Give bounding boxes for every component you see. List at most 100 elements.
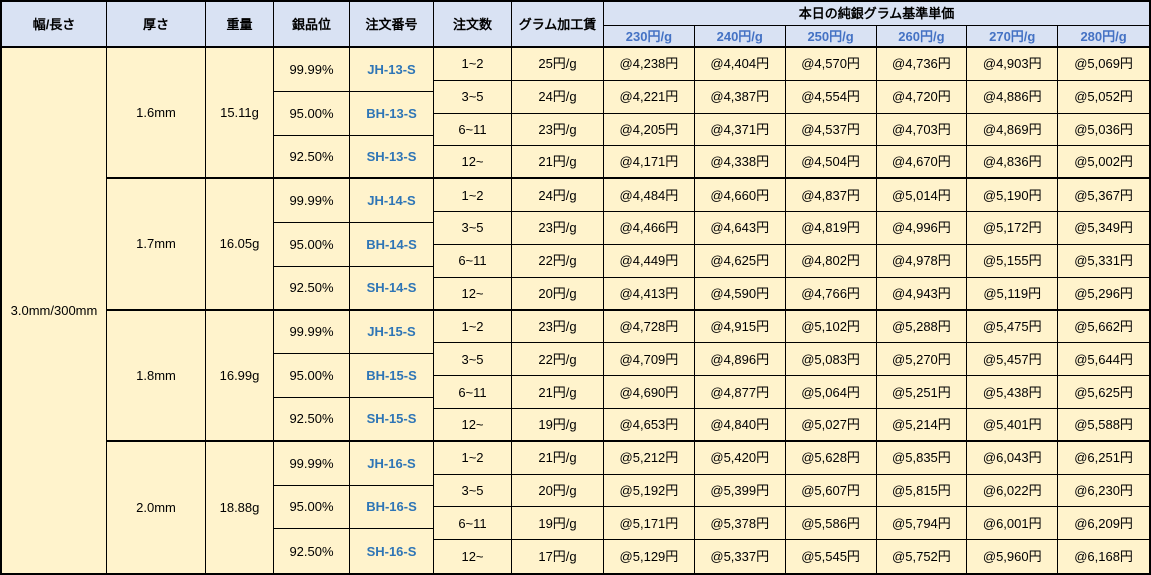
price-cell: @4,171円 [604,146,695,180]
price-cell: @4,221円 [604,80,695,114]
price-cell: @5,102円 [785,310,877,344]
qty-cell: 3~5 [434,474,512,508]
price-cell: @5,337円 [694,540,786,573]
price-cell: @5,052円 [1058,80,1149,114]
price-cell: @6,209円 [1058,507,1149,541]
price-cell: @4,703円 [876,113,968,147]
weight-cell: 18.88g [206,441,274,573]
price-cell: @4,728円 [604,310,695,344]
order-number-link[interactable]: BH-13-S [350,91,434,136]
fee-cell: 22円/g [512,343,604,377]
order-number-link[interactable]: SH-16-S [350,529,434,573]
thickness-cell: 1.6mm [107,48,206,180]
weight-cell: 15.11g [206,48,274,180]
price-cell: @5,401円 [967,408,1059,442]
price-cell: @5,172円 [967,212,1059,245]
grade-cell: 92.50% [274,266,350,311]
fee-cell: 22円/g [512,244,604,278]
qty-cell: 3~5 [434,80,512,114]
width-length-cell: 3.0mm/300mm [2,48,107,573]
price-cell: @4,537円 [785,113,877,147]
order-number-link[interactable]: JH-15-S [350,310,434,355]
grade-cell: 92.50% [274,529,350,573]
weight-cell: 16.99g [206,310,274,442]
price-cell: @4,413円 [604,277,695,311]
price-cell: @5,014円 [876,179,968,213]
price-cell: @5,378円 [694,507,786,541]
price-cell: @4,915円 [694,310,786,344]
col-header-order-no: 注文番号 [350,2,434,48]
qty-cell: 1~2 [434,48,512,81]
grade-cell: 99.99% [274,441,350,486]
price-cell: @4,766円 [785,277,877,311]
price-cell: @5,399円 [694,474,786,508]
price-cell: @6,022円 [967,474,1059,508]
order-number-link[interactable]: BH-15-S [350,354,434,398]
price-cell: @6,230円 [1058,474,1149,508]
price-tier-header: 270円/g [967,26,1059,48]
price-cell: @5,069円 [1058,48,1149,81]
fee-cell: 21円/g [512,146,604,180]
fee-cell: 23円/g [512,212,604,245]
qty-cell: 6~11 [434,507,512,541]
price-tier-header: 250円/g [785,26,877,48]
order-number-link[interactable]: SH-13-S [350,135,434,180]
price-cell: @5,027円 [785,408,877,442]
price-cell: @4,903円 [967,48,1059,81]
price-cell: @4,670円 [876,146,968,180]
price-cell: @5,155円 [967,244,1059,278]
col-header-thickness: 厚さ [107,2,206,48]
price-cell: @4,943円 [876,277,968,311]
price-tier-header: 280円/g [1058,26,1149,48]
price-cell: @4,836円 [967,146,1059,180]
price-cell: @6,043円 [967,441,1059,475]
price-cell: @5,420円 [694,441,786,475]
price-cell: @5,475円 [967,310,1059,344]
qty-cell: 12~ [434,540,512,573]
price-cell: @4,238円 [604,48,695,81]
price-cell: @5,545円 [785,540,877,573]
price-cell: @5,367円 [1058,179,1149,213]
price-cell: @4,869円 [967,113,1059,147]
price-cell: @4,802円 [785,244,877,278]
price-cell: @5,064円 [785,376,877,409]
price-cell: @5,588円 [1058,408,1149,442]
price-cell: @6,001円 [967,507,1059,541]
order-number-link[interactable]: JH-14-S [350,179,434,223]
price-cell: @4,484円 [604,179,695,213]
price-cell: @4,625円 [694,244,786,278]
col-header-weight: 重量 [206,2,274,48]
price-cell: @4,205円 [604,113,695,147]
price-cell: @4,709円 [604,343,695,377]
grade-cell: 92.50% [274,135,350,180]
price-cell: @5,644円 [1058,343,1149,377]
price-cell: @5,835円 [876,441,968,475]
price-cell: @5,296円 [1058,277,1149,311]
fee-cell: 23円/g [512,310,604,344]
price-cell: @4,387円 [694,80,786,114]
price-cell: @6,251円 [1058,441,1149,475]
order-number-link[interactable]: JH-16-S [350,441,434,486]
order-number-link[interactable]: JH-13-S [350,48,434,92]
order-number-link[interactable]: BH-16-S [350,485,434,530]
order-number-link[interactable]: BH-14-S [350,223,434,267]
weight-cell: 16.05g [206,179,274,311]
price-cell: @4,371円 [694,113,786,147]
price-cell: @4,449円 [604,244,695,278]
order-number-link[interactable]: SH-14-S [350,266,434,311]
qty-cell: 12~ [434,408,512,442]
price-cell: @4,653円 [604,408,695,442]
col-header-width-length: 幅/長さ [2,2,107,48]
order-number-link[interactable]: SH-15-S [350,398,434,442]
price-cell: @5,625円 [1058,376,1149,409]
grade-cell: 95.00% [274,223,350,267]
fee-cell: 19円/g [512,408,604,442]
fee-cell: 19円/g [512,507,604,541]
price-cell: @5,270円 [876,343,968,377]
grade-cell: 95.00% [274,91,350,136]
price-cell: @4,886円 [967,80,1059,114]
price-cell: @4,996円 [876,212,968,245]
grade-cell: 95.00% [274,354,350,398]
